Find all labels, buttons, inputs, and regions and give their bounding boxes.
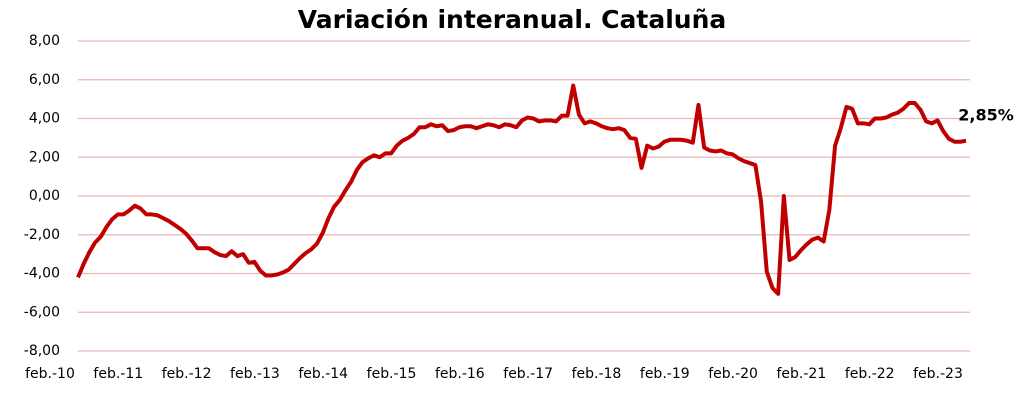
y-tick-label: 0,00 [29,188,60,204]
y-tick-label: 4,00 [29,111,60,127]
x-tick-label: feb.-22 [845,366,895,382]
x-tick-label: feb.-14 [298,366,348,382]
y-tick-label: 8,00 [29,33,60,49]
data-label: 2,85% [958,105,1014,124]
y-tick-label: 6,00 [29,72,60,88]
x-tick-label: feb.-23 [913,366,963,382]
x-tick-label: feb.-19 [640,366,690,382]
y-tick-label: -6,00 [24,304,60,320]
x-tick-label: feb.-18 [572,366,622,382]
y-tick-label: -4,00 [24,266,60,282]
x-tick-label: feb.-17 [503,366,553,382]
x-tick-label: feb.-13 [230,366,280,382]
x-tick-label: feb.-10 [25,366,75,382]
x-tick-label: feb.-16 [435,366,485,382]
y-tick-label: 2,00 [29,149,60,165]
line [76,83,967,296]
x-tick-label: feb.-11 [93,366,143,382]
y-tick-label: -8,00 [24,343,60,359]
chart-title: Variación interanual. Cataluña [298,5,726,34]
x-tick-label: feb.-12 [162,366,212,382]
x-tick-label: feb.-15 [367,366,417,382]
x-tick-label: feb.-20 [708,366,758,382]
y-tick-label: -2,00 [24,227,60,243]
x-tick-label: feb.-21 [777,366,827,382]
